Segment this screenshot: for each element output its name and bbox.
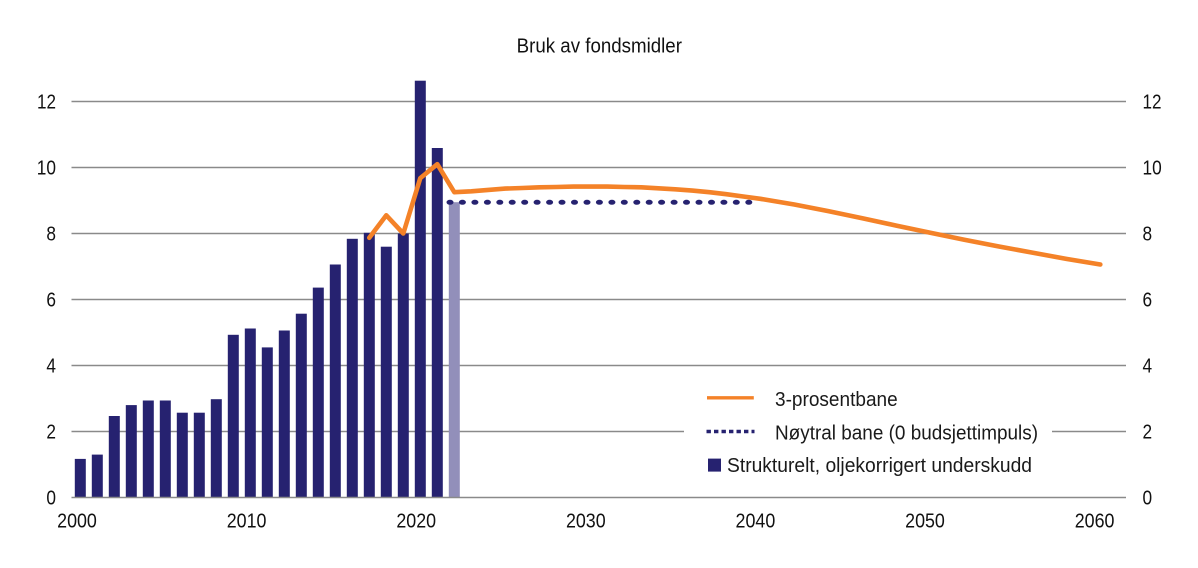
svg-text:8: 8	[46, 224, 56, 246]
svg-text:10: 10	[1143, 158, 1162, 180]
svg-text:2: 2	[1143, 422, 1153, 444]
svg-text:Nøytral bane (0 budsjettimpuls: Nøytral bane (0 budsjettimpuls)	[775, 422, 1038, 444]
svg-text:2060: 2060	[1075, 511, 1115, 533]
svg-text:3-prosentbane: 3-prosentbane	[775, 389, 898, 411]
svg-text:8: 8	[1143, 224, 1153, 246]
svg-text:2020: 2020	[396, 511, 436, 533]
svg-text:2050: 2050	[905, 511, 945, 533]
svg-text:12: 12	[1143, 92, 1162, 114]
svg-text:12: 12	[37, 92, 56, 114]
svg-text:2000: 2000	[57, 511, 97, 533]
svg-text:6: 6	[1143, 290, 1153, 312]
svg-text:0: 0	[46, 488, 56, 510]
svg-text:10: 10	[37, 158, 56, 180]
svg-text:2010: 2010	[227, 511, 267, 533]
svg-text:6: 6	[46, 290, 56, 312]
svg-text:Strukturelt, oljekorrigert und: Strukturelt, oljekorrigert underskudd	[727, 455, 1032, 477]
svg-text:4: 4	[46, 356, 56, 378]
svg-text:4: 4	[1143, 356, 1153, 378]
svg-text:2: 2	[46, 422, 56, 444]
svg-text:2030: 2030	[566, 511, 606, 533]
svg-text:Bruk av fondsmidler: Bruk av fondsmidler	[517, 36, 683, 58]
svg-text:2040: 2040	[736, 511, 776, 533]
svg-text:0: 0	[1143, 488, 1153, 510]
